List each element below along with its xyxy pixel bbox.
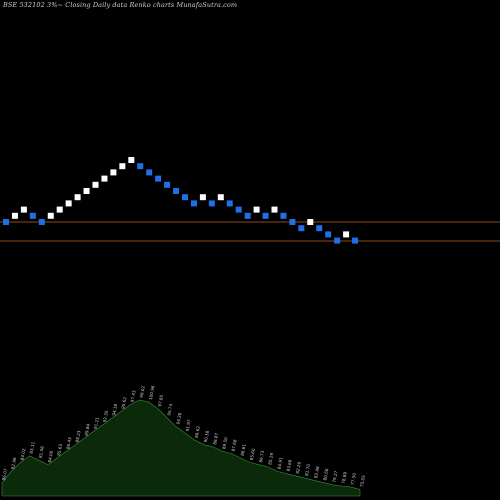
brick-down	[137, 163, 144, 170]
brick-down	[244, 212, 251, 219]
volume-label: 85.60	[249, 448, 256, 461]
volume-label: 97.85	[157, 394, 164, 407]
brick-down	[190, 200, 197, 207]
volume-label: 99.02	[139, 385, 146, 398]
volume-label: 84.00	[47, 450, 54, 463]
volume-label: 82.29	[295, 461, 302, 474]
volume-label: 86.61	[240, 443, 247, 456]
volume-label: 88.23	[74, 430, 81, 443]
volume-label: 94.18	[111, 403, 118, 416]
brick-down	[173, 188, 180, 194]
brick-down	[164, 181, 171, 188]
brick-up	[253, 206, 260, 213]
brick-up	[271, 206, 278, 213]
brick-up	[199, 194, 206, 201]
brick-down	[182, 194, 188, 201]
volume-label: 84.91	[276, 457, 283, 470]
volume-label: 90.18	[203, 430, 210, 443]
volume-label: 77.50	[350, 472, 357, 485]
volume-label: 86.43	[65, 437, 72, 450]
brick-down	[208, 200, 215, 207]
volume-label: 79.27	[332, 470, 339, 483]
chart-title: BSE 532102 3%~ Closing Daily data Renko …	[3, 1, 238, 9]
brick-down	[325, 231, 332, 238]
brick-down	[334, 237, 341, 244]
volume-label: 89.50	[221, 437, 228, 450]
brick-down	[29, 212, 36, 219]
volume-label: 82.48	[313, 466, 320, 479]
brick-up	[110, 169, 117, 176]
volume-label: 89.84	[84, 423, 91, 436]
volume-label: 100.96	[148, 385, 156, 401]
volume-label: 95.62	[120, 396, 127, 409]
brick-down	[226, 200, 233, 207]
brick-down	[316, 225, 323, 232]
volume-label: 89.62	[194, 425, 201, 438]
volume-label: 86.07	[1, 468, 8, 481]
brick-down	[155, 175, 162, 182]
brick-up	[101, 175, 108, 182]
brick-up	[65, 200, 72, 207]
brick-down	[38, 219, 45, 225]
brick-up	[128, 157, 135, 163]
volume-label: 87.68	[231, 439, 238, 452]
brick-down	[289, 219, 296, 225]
brick-up	[119, 163, 126, 170]
brick-up	[20, 206, 27, 213]
volume-label: 88.87	[212, 432, 219, 445]
volume-label: 81.58	[38, 445, 45, 458]
brick-down	[262, 212, 269, 219]
brick-up	[217, 194, 224, 201]
brick-up	[74, 194, 81, 201]
volume-area	[1, 399, 361, 497]
volume-label: 83.66	[286, 459, 293, 472]
brick-down	[235, 206, 242, 213]
brick-up	[56, 206, 63, 213]
volume-label: 80.66	[322, 468, 329, 481]
volume-label: 86.73	[258, 450, 265, 463]
volume-label: 97.43	[130, 390, 137, 403]
volume-label: 82.96	[10, 457, 17, 470]
volume-label: 84.02	[19, 448, 26, 461]
brick-up	[307, 219, 314, 225]
volume-label: 91.21	[93, 416, 100, 429]
volume-label: 85.63	[56, 443, 63, 456]
brick-down	[298, 225, 305, 232]
volume-label: 85.29	[267, 452, 274, 465]
volume-label: 81.70	[304, 463, 311, 476]
volume-label: 83.11	[29, 441, 36, 454]
brick-up	[83, 188, 90, 194]
brick-up	[92, 181, 99, 188]
brick-down	[280, 212, 287, 219]
volume-label: 91.97	[185, 419, 192, 432]
renko-bricks	[3, 157, 359, 244]
brick-up	[343, 231, 350, 238]
volume-profile	[1, 399, 361, 497]
volume-label: 75.05	[359, 474, 366, 487]
volume-label: 93.28	[175, 412, 182, 425]
volume-label: 92.35	[102, 410, 109, 423]
brick-down	[352, 237, 359, 244]
reference-lines	[0, 221, 500, 242]
brick-up	[11, 212, 18, 219]
brick-up	[47, 212, 54, 219]
volume-label: 78.89	[341, 471, 348, 484]
volume-label: 95.73	[166, 403, 173, 416]
brick-down	[146, 169, 153, 176]
brick-down	[3, 219, 9, 225]
